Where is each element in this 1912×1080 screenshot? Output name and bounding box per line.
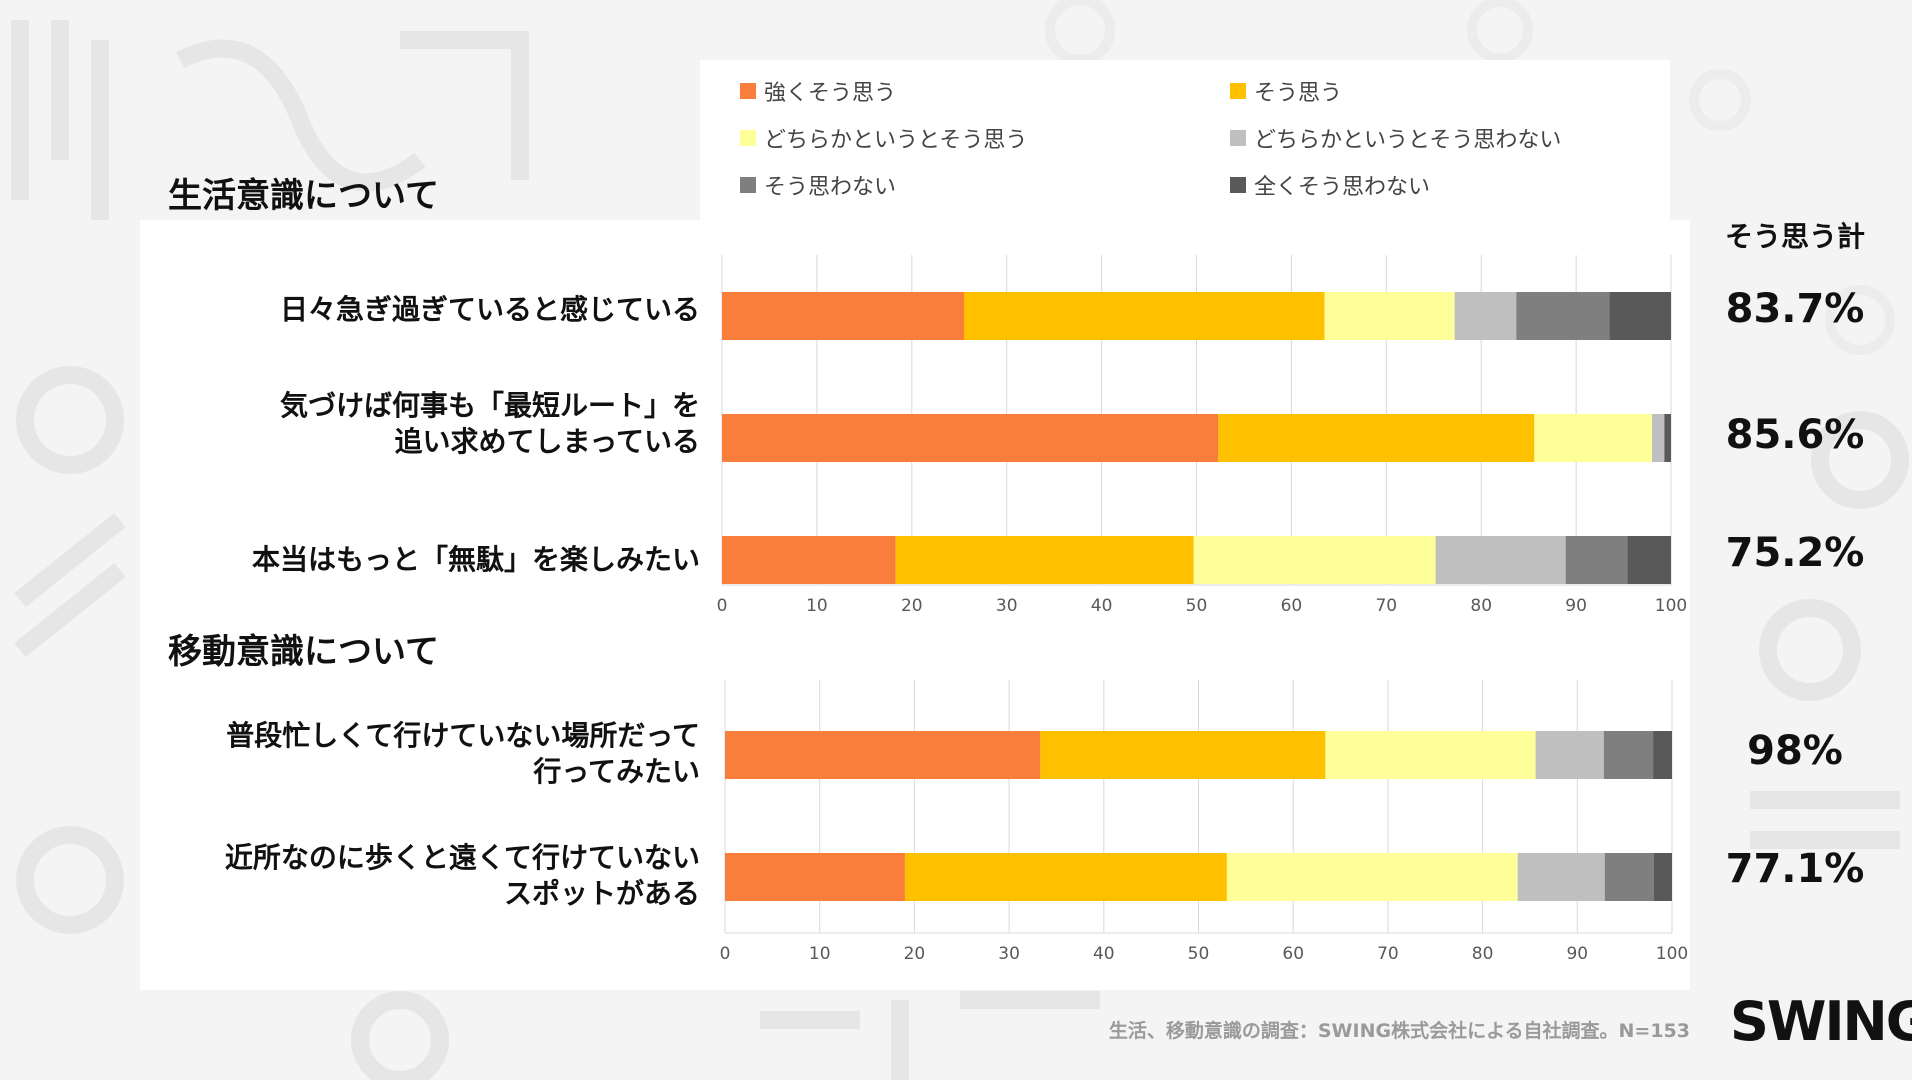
bar-segment (1653, 731, 1672, 779)
category-label: 日々急ぎ過ぎていると感じている (280, 292, 700, 328)
legend-swatch (740, 83, 756, 99)
section-title-mobility: 移動意識について (168, 632, 439, 672)
legend-item: どちらかというとそう思う (740, 123, 1027, 153)
tick-label: 60 (1282, 944, 1304, 964)
bar-segment (1535, 731, 1604, 779)
total-value: 77.1% (1725, 846, 1865, 892)
bar-segment (1040, 731, 1326, 779)
category-label: 普段忙しくて行けていない場所だって 行ってみたい (226, 718, 700, 790)
tick-label: 10 (809, 944, 831, 964)
bar-segment (963, 292, 1325, 340)
bar-segment (1517, 853, 1605, 901)
bar-segment (725, 853, 905, 901)
bar-segment (1609, 292, 1671, 340)
legend-item: そう思う (1230, 76, 1342, 106)
bar-segment (1604, 853, 1655, 901)
total-value: 98% (1747, 728, 1843, 774)
bar-segment (904, 853, 1227, 901)
legend-item: 全くそう思わない (1230, 170, 1430, 200)
footnote: 生活、移動意識の調査：SWING株式会社による自社調査。N=153 (1108, 1020, 1690, 1042)
chart-lifestyle: 0 10 20 30 40 50 60 70 80 90 100 (717, 255, 1687, 616)
bar-segment (1324, 292, 1455, 340)
tick-label: 80 (1470, 596, 1492, 616)
bar-segment (1218, 414, 1535, 462)
bar-segment (722, 292, 964, 340)
tick-label: 60 (1281, 596, 1303, 616)
legend-item: どちらかというとそう思わない (1230, 123, 1561, 153)
legend-label: どちらかというとそう思う (764, 128, 1028, 153)
total-value: 75.2% (1725, 530, 1865, 576)
tick-label: 80 (1472, 944, 1494, 964)
legend-label: そう思わない (764, 175, 897, 200)
tick-label: 50 (1186, 596, 1208, 616)
bar-segment (1654, 853, 1672, 901)
tick-label: 90 (1565, 596, 1587, 616)
tick-label: 10 (806, 596, 828, 616)
tick-label: 100 (1655, 596, 1687, 616)
category-label: 本当はもっと「無駄」を楽しみたい (252, 542, 700, 578)
bar-segment (1435, 536, 1566, 584)
total-value: 83.7% (1725, 286, 1865, 332)
legend-item: 強くそう思う (740, 76, 896, 106)
legend-label: そう思う (1254, 81, 1343, 106)
bar-segment (1454, 292, 1517, 340)
legend-swatch (1230, 177, 1246, 193)
legend-swatch (1230, 83, 1246, 99)
category-label-line: 日々急ぎ過ぎていると感じている (279, 293, 700, 326)
tick-label: 70 (1375, 596, 1397, 616)
bar-segment (722, 536, 896, 584)
bar-segment (1664, 414, 1671, 462)
tick-label: 20 (901, 596, 923, 616)
tick-label: 30 (998, 944, 1020, 964)
category-label-line: 近所なのに歩くと遠くて行けていない (224, 841, 700, 874)
tick-label: 70 (1377, 944, 1399, 964)
bar-segment (1603, 731, 1654, 779)
tick-label: 100 (1656, 944, 1688, 964)
category-label-line: 普段忙しくて行けていない場所だって (226, 719, 700, 752)
legend-label: 強くそう思う (764, 81, 897, 106)
category-label-line: スポットがある (503, 877, 700, 910)
legend-item: そう思わない (740, 170, 896, 200)
legend-swatch (740, 130, 756, 146)
category-label-line: 行ってみたい (533, 755, 700, 788)
section-title-lifestyle: 生活意識について (168, 176, 439, 216)
category-label-line: 追い求めてしまっている (394, 425, 700, 458)
bar-segment (1325, 731, 1536, 779)
tick-label: 40 (1091, 596, 1113, 616)
chart-mobility: 0 10 20 30 40 50 60 70 80 90 100 (720, 680, 1688, 964)
legend-label: 全くそう思わない (1254, 175, 1431, 200)
total-value: 85.6% (1725, 412, 1865, 458)
bar-segment (1226, 853, 1518, 901)
category-label: 近所なのに歩くと遠くて行けていない スポットがある (225, 840, 700, 912)
total-header: そう思う計 (1724, 220, 1865, 253)
bar-segment (895, 536, 1194, 584)
bar-segment (1652, 414, 1665, 462)
bar-segment (1193, 536, 1436, 584)
bar-segment (1565, 536, 1628, 584)
tick-label: 20 (904, 944, 926, 964)
tick-label: 40 (1093, 944, 1115, 964)
bar-segment (1627, 536, 1671, 584)
legend-label: どちらかというとそう思わない (1254, 128, 1562, 153)
tick-label: 90 (1566, 944, 1588, 964)
swing-logo: SWING (1730, 990, 1912, 1053)
category-label: 気づけば何事も「最短ルート」を 追い求めてしまっている (280, 388, 700, 460)
category-label-line: 気づけば何事も「最短ルート」を (279, 389, 700, 422)
category-label-line: 本当はもっと「無駄」を楽しみたい (251, 543, 700, 576)
bar-segment (1534, 414, 1653, 462)
bar-segment (722, 414, 1219, 462)
tick-label: 0 (717, 596, 728, 616)
legend-panel (700, 60, 1670, 225)
tick-label: 0 (720, 944, 731, 964)
legend-swatch (740, 177, 756, 193)
bar-segment (1516, 292, 1610, 340)
legend-swatch (1230, 130, 1246, 146)
tick-label: 50 (1188, 944, 1210, 964)
bar-segment (725, 731, 1041, 779)
tick-label: 30 (996, 596, 1018, 616)
